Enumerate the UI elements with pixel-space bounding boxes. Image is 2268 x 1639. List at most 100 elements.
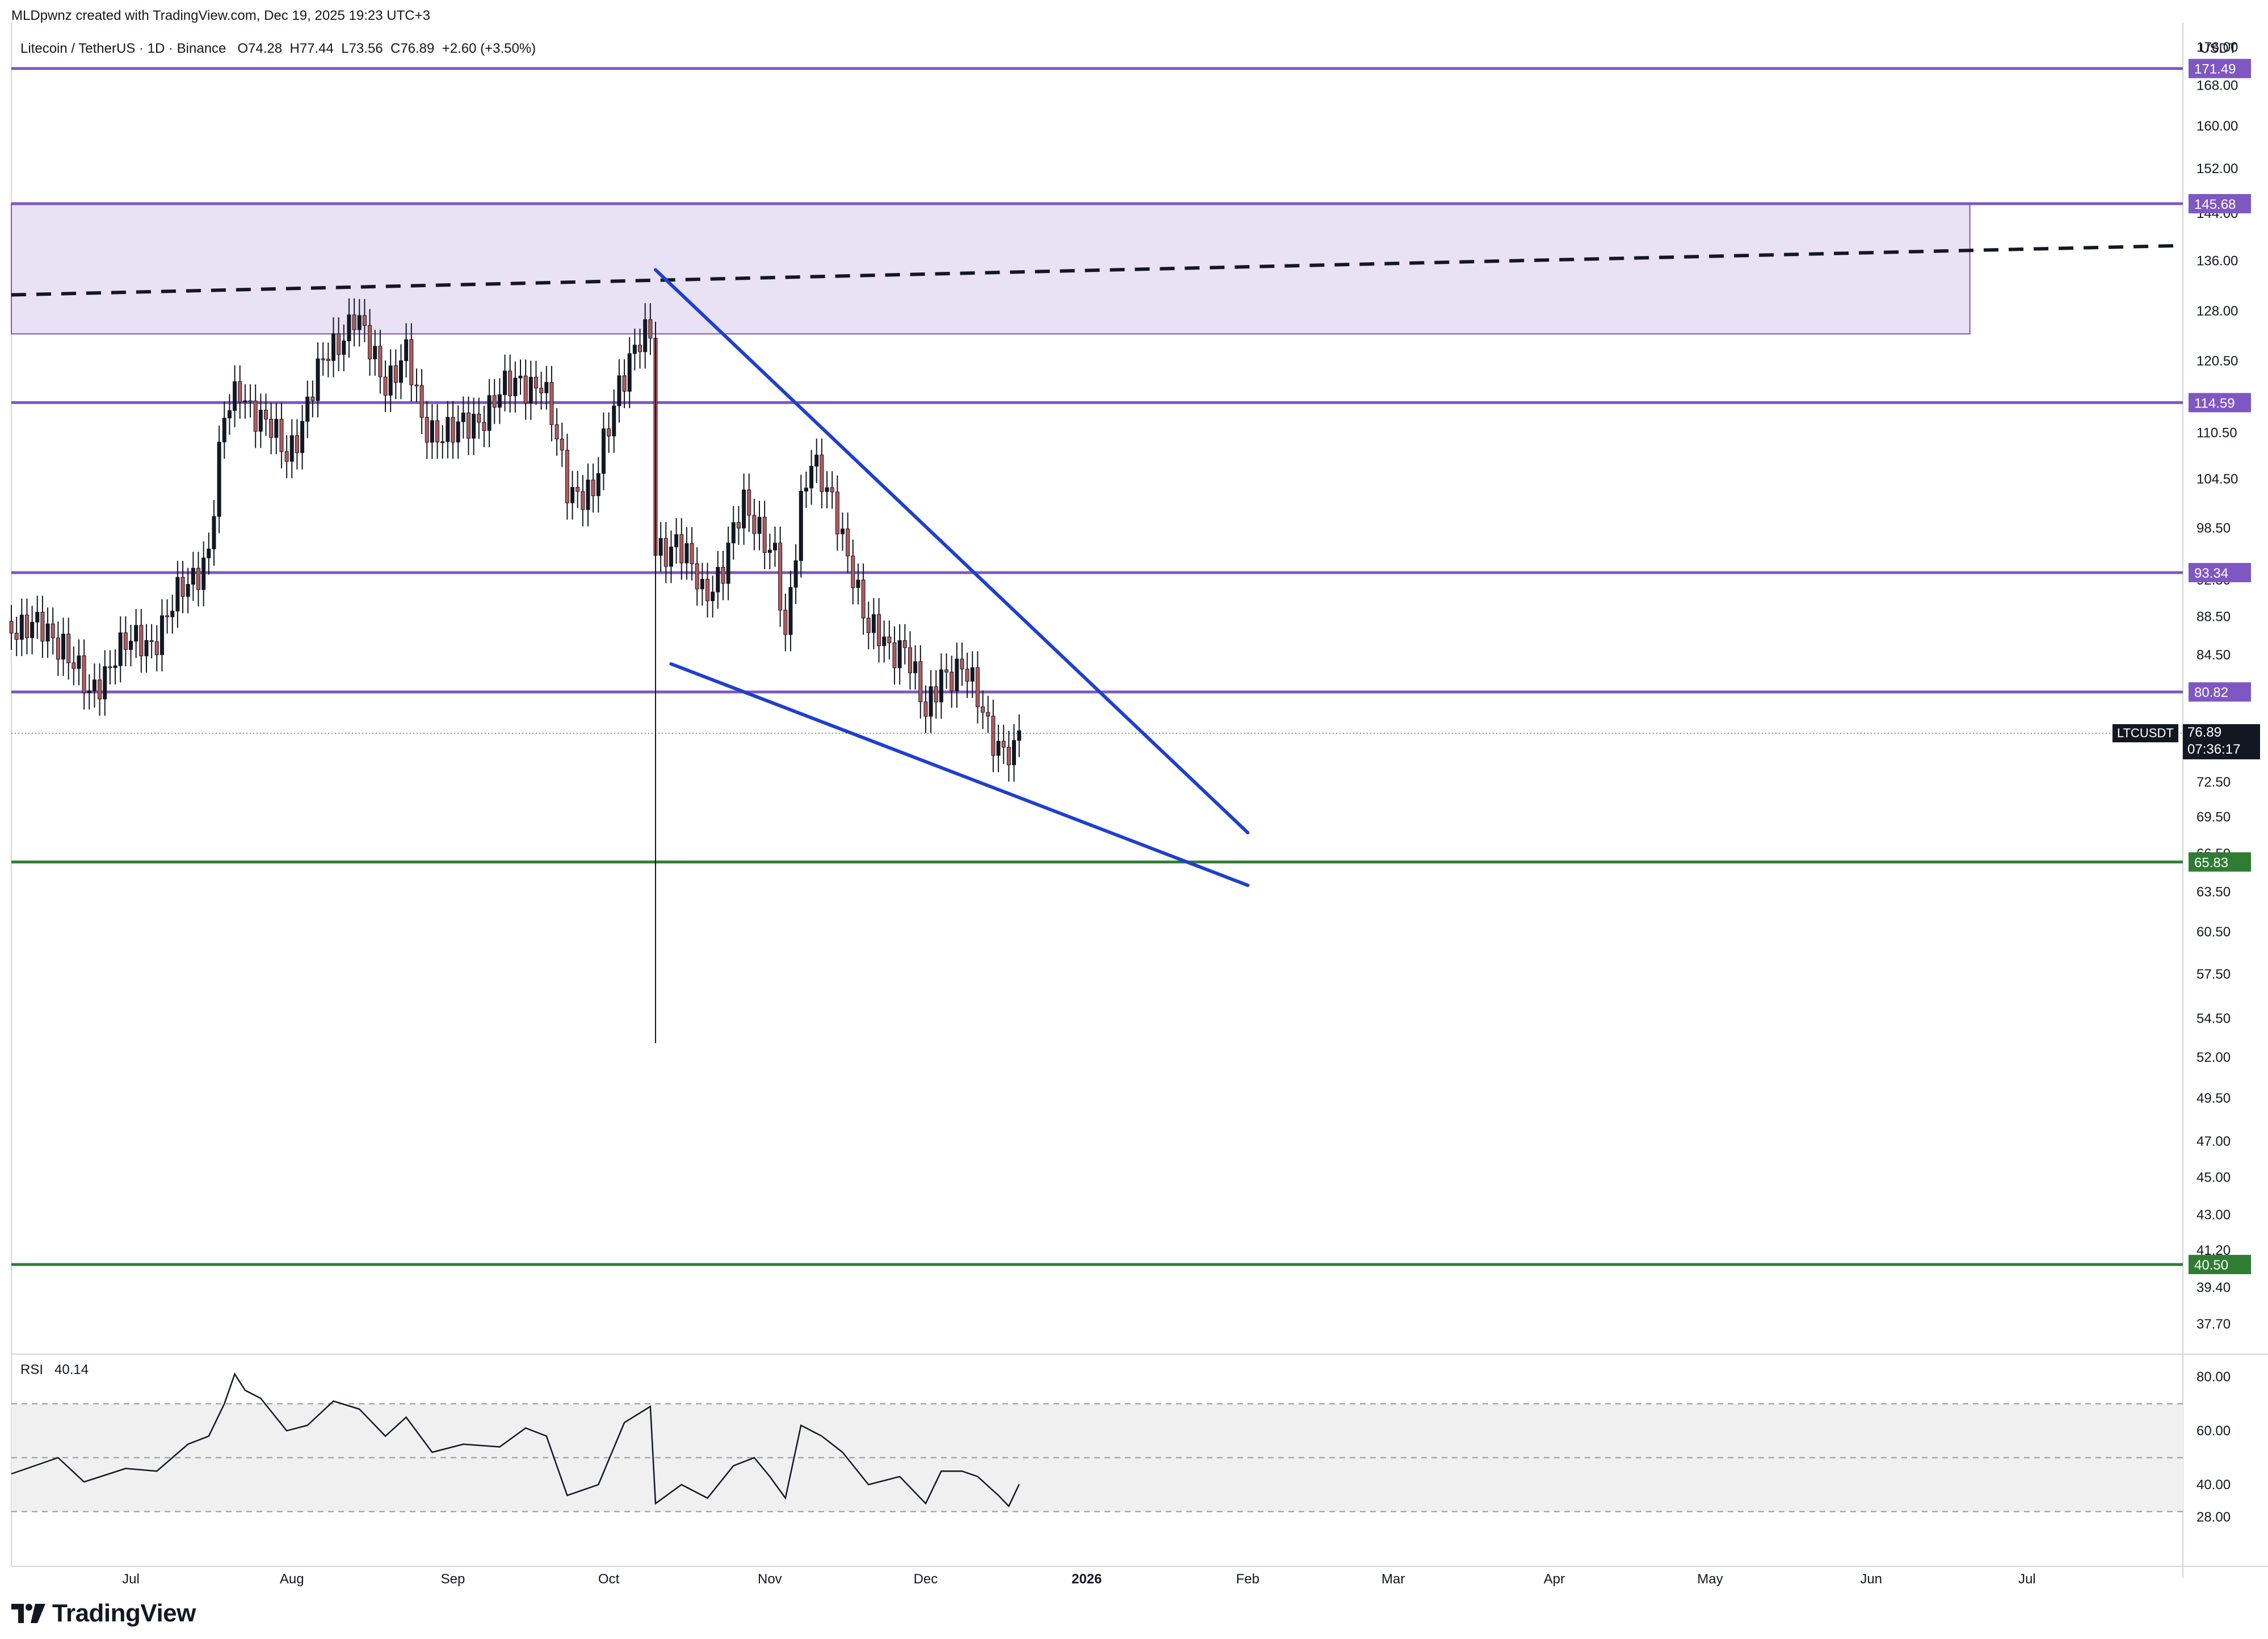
ohlc-low: L73.56 [341,41,383,56]
candle-body [409,339,414,385]
candle-body [368,325,372,360]
candle-body [404,339,409,362]
candle-body [289,435,294,462]
candle-body [918,661,923,703]
candle-body [643,319,648,352]
candle-body [856,579,860,588]
price-tick-label: 54.50 [2196,1011,2231,1027]
candle-body [955,658,959,692]
candle-body [544,382,549,393]
candle-body [373,346,377,360]
candle-body [487,395,492,431]
candle-body [347,314,351,342]
candle-body [586,480,590,510]
candle-body [830,487,834,493]
resistance-zone-rect [11,203,1971,335]
symbol-name: Litecoin / TetherUS · 1D · Binance [20,41,226,56]
rsi-line [11,1372,1020,1508]
candle-body [835,491,839,535]
candle-body [419,385,424,418]
candle-body [981,706,985,713]
candle-body [186,584,190,597]
level-badge-label: 40.50 [2194,1258,2228,1273]
candle-body [581,491,585,510]
candle-body [19,615,24,640]
candle-body [477,414,481,423]
candle-body [892,642,897,669]
level-badge-label: 145.68 [2194,197,2236,212]
level-badge [2189,194,2251,213]
candle-body [253,400,258,432]
price-tick-label: 49.50 [2196,1091,2231,1106]
rsi-legend[interactable]: RSI 40.14 [20,1362,89,1378]
price-tick-label: 57.50 [2196,966,2231,982]
candle-body [430,420,434,443]
ohlc-close: C76.89 [390,41,435,56]
price-tick-label: 168.00 [2196,78,2238,94]
time-tick-label: Feb [1236,1571,1259,1587]
candle-body [269,418,274,438]
candle-body [305,396,310,422]
candle-body [576,487,580,492]
candle-body [944,669,949,673]
candle-body [846,528,850,557]
candle-body [793,560,798,588]
time-tick-label: Jun [1860,1571,1882,1587]
symbol-legend[interactable]: Litecoin / TetherUS · 1D · Binance O74.2… [20,41,536,57]
candle-body [331,333,335,361]
candle-body [61,633,66,660]
price-series [9,298,2183,1044]
price-tick-label: 63.50 [2196,884,2231,900]
candle-body [731,522,736,544]
candle-body [861,579,866,619]
wedge-lower-line [669,662,1250,887]
tradingview-logo[interactable]: TradingView [11,1599,196,1628]
candle-body [851,556,855,588]
candle-body [705,579,710,602]
candle-body [716,567,720,592]
candle-body [783,610,788,635]
candle-body [113,665,117,668]
rsi-tick-label: 28.00 [2196,1510,2231,1525]
candle-body [1001,741,1006,748]
candle-body [1012,740,1017,766]
candle-body [201,557,206,590]
candle-body [446,417,450,442]
level-badge-label: 114.59 [2194,396,2235,411]
candle-body [596,473,600,497]
candle-body [175,577,180,612]
candle-body [191,568,195,585]
candle-body [840,528,845,535]
candle-body [804,488,808,491]
price-tick-label: 60.50 [2196,924,2231,940]
rsi-label: RSI [20,1362,44,1377]
candle-body [607,428,611,436]
candle-body [539,388,544,393]
level-badge [2189,393,2251,413]
candle-body [352,314,356,330]
candle-body [996,741,1001,756]
candle-body [212,516,216,549]
candle-body [965,669,969,682]
candle-body [882,636,887,646]
candle-body [238,381,242,402]
candle-body [159,615,164,655]
candle-body [337,333,341,355]
candle-body [528,377,533,404]
candle-body [217,442,221,517]
price-tick-label: 52.00 [2196,1050,2231,1065]
time-tick-label: 2026 [1072,1571,1102,1587]
candle-body [700,579,704,590]
price-tick-label: 120.50 [2196,354,2238,369]
candle-body [51,623,55,638]
candle-body [1006,747,1011,766]
candle-body [56,637,60,660]
candle-body [466,413,471,439]
candle-body [555,424,559,440]
candle-body [129,641,133,650]
candle-body [196,568,201,590]
currency-label[interactable]: USDT [2200,41,2237,56]
candle-body [435,420,440,443]
level-badge [2189,682,2251,702]
